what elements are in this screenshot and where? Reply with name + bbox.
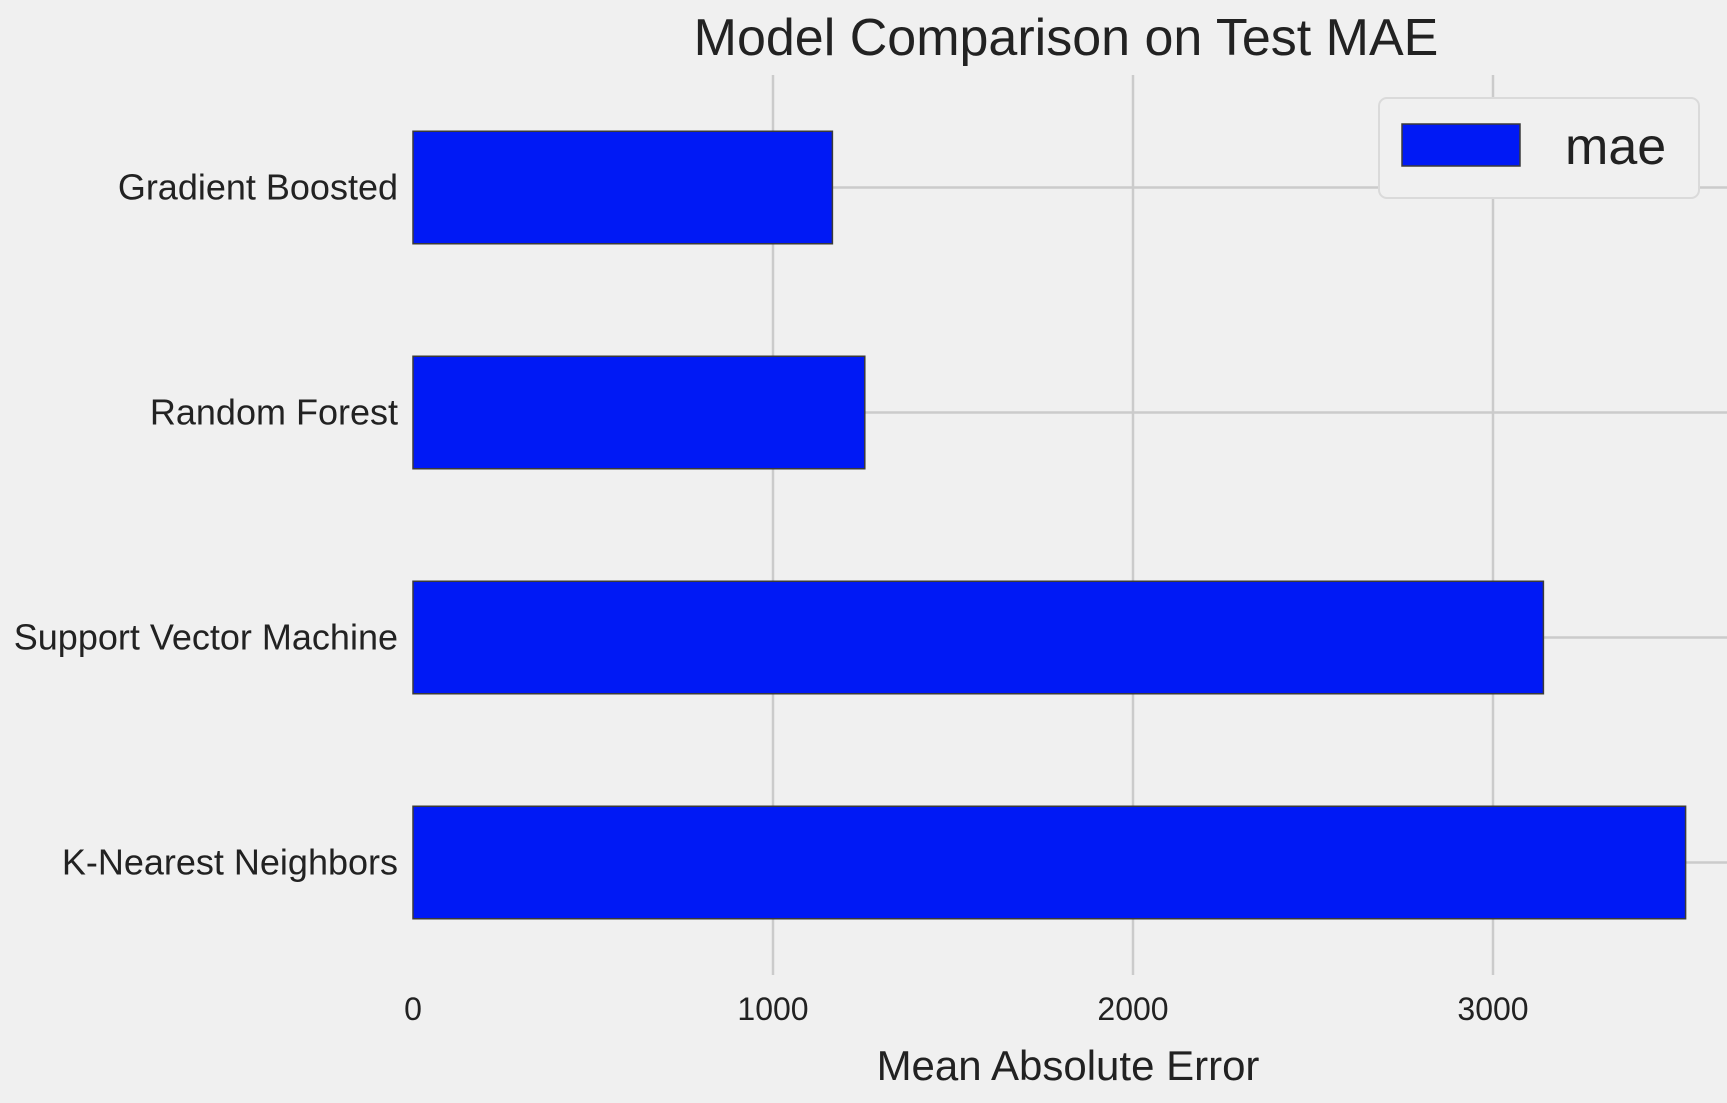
category-label-random-forest: Random Forest xyxy=(150,392,398,433)
x-tick-label-3000: 3000 xyxy=(1457,991,1528,1027)
bars xyxy=(412,130,1687,920)
chart-title: Model Comparison on Test MAE xyxy=(694,9,1439,67)
x-tick-label-0: 0 xyxy=(404,991,422,1027)
x-tick-labels: 0 1000 2000 3000 xyxy=(404,991,1528,1027)
legend-swatch xyxy=(1401,123,1521,167)
x-tick-label-1000: 1000 xyxy=(737,991,808,1027)
x-axis-label: Mean Absolute Error xyxy=(877,1042,1260,1089)
bar-gradient-boosted xyxy=(412,130,834,245)
category-label-k-nearest-neighbors: K-Nearest Neighbors xyxy=(62,842,398,883)
legend-label: mae xyxy=(1565,118,1666,176)
bar-support-vector-machine xyxy=(412,580,1545,695)
bar-k-nearest-neighbors xyxy=(412,805,1687,920)
x-tick-label-2000: 2000 xyxy=(1097,991,1168,1027)
category-labels: Gradient Boosted Random Forest Support Vec… xyxy=(14,167,398,883)
bar-random-forest xyxy=(412,355,866,470)
category-label-gradient-boosted: Gradient Boosted xyxy=(118,167,398,208)
category-label-support-vector-machine: Support Vector Machine xyxy=(14,617,398,658)
legend-box xyxy=(1378,97,1700,199)
legend: mae xyxy=(1378,97,1700,199)
